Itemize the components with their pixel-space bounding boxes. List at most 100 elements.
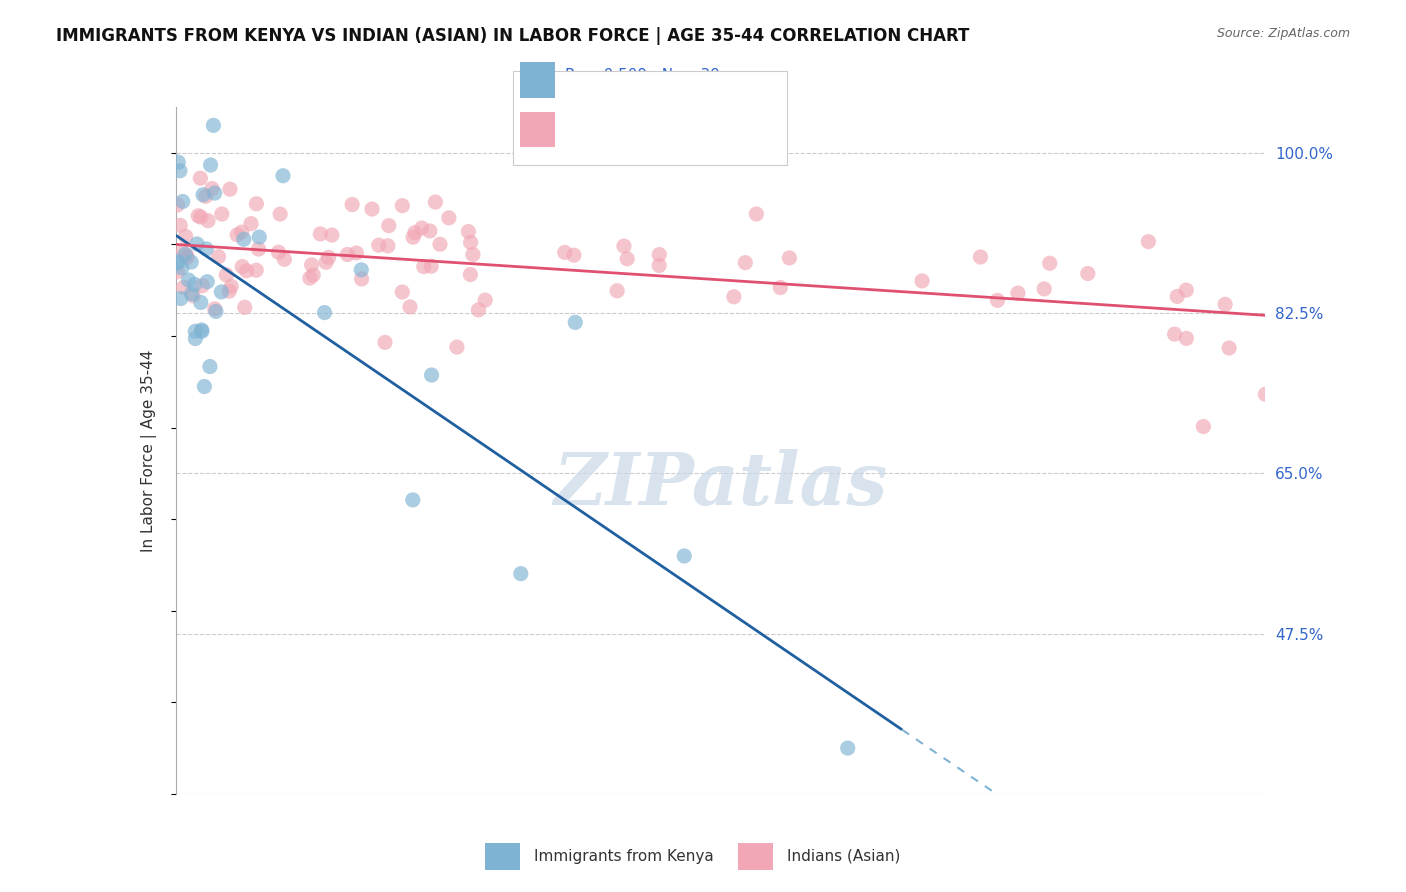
- Point: [1192, 419, 1215, 434]
- Point: [969, 250, 991, 264]
- Point: [1175, 283, 1198, 297]
- Point: [166, 256, 188, 270]
- Point: [564, 315, 586, 329]
- Point: [446, 340, 468, 354]
- Point: [183, 277, 205, 292]
- Point: [240, 217, 263, 231]
- Point: [198, 359, 221, 374]
- Point: [180, 286, 202, 301]
- Point: [194, 189, 217, 203]
- Point: [205, 304, 228, 318]
- Point: [404, 226, 426, 240]
- Text: ZIPatlas: ZIPatlas: [554, 450, 887, 520]
- Point: [190, 171, 212, 186]
- Point: [745, 207, 768, 221]
- Point: [174, 247, 197, 261]
- Point: [231, 260, 253, 274]
- Point: [734, 255, 756, 269]
- Point: [460, 268, 482, 282]
- Point: [378, 219, 401, 233]
- Point: [769, 280, 792, 294]
- Point: [184, 332, 207, 346]
- Point: [391, 285, 413, 299]
- Point: [233, 301, 256, 315]
- Point: [411, 221, 433, 235]
- Point: [273, 252, 295, 267]
- Point: [613, 239, 636, 253]
- Point: [219, 279, 242, 293]
- Point: [232, 232, 254, 246]
- Point: [181, 289, 204, 303]
- Point: [509, 566, 531, 581]
- Point: [1137, 235, 1160, 249]
- Point: [197, 213, 219, 227]
- Point: [402, 230, 425, 244]
- Point: [204, 186, 226, 200]
- Point: [723, 290, 745, 304]
- Point: [167, 155, 190, 169]
- Point: [245, 263, 267, 277]
- Point: [1166, 289, 1188, 303]
- Point: [166, 265, 188, 279]
- Point: [195, 275, 218, 289]
- Point: [778, 251, 800, 265]
- Point: [419, 224, 441, 238]
- Point: [200, 158, 222, 172]
- Point: [606, 284, 628, 298]
- Text: IMMIGRANTS FROM KENYA VS INDIAN (ASIAN) IN LABOR FORCE | AGE 35-44 CORRELATION C: IMMIGRANTS FROM KENYA VS INDIAN (ASIAN) …: [56, 27, 970, 45]
- Point: [195, 242, 218, 256]
- Point: [336, 247, 359, 261]
- Point: [191, 187, 214, 202]
- Point: [172, 245, 194, 260]
- Point: [202, 119, 225, 133]
- Point: [344, 246, 367, 260]
- Point: [190, 295, 212, 310]
- Point: [267, 245, 290, 260]
- Point: [1163, 327, 1185, 342]
- Point: [437, 211, 460, 225]
- Point: [460, 235, 482, 250]
- Point: [218, 284, 240, 298]
- Point: [648, 247, 671, 261]
- Point: [474, 293, 496, 307]
- Point: [420, 368, 443, 382]
- Point: [169, 163, 191, 178]
- Point: [429, 237, 451, 252]
- Point: [1218, 341, 1240, 355]
- Point: [235, 264, 257, 278]
- Point: [1175, 331, 1198, 345]
- Point: [245, 196, 267, 211]
- Point: [340, 197, 363, 211]
- Point: [1033, 282, 1056, 296]
- Point: [193, 379, 215, 393]
- Point: [190, 210, 212, 224]
- Point: [318, 251, 340, 265]
- Text: Source: ZipAtlas.com: Source: ZipAtlas.com: [1216, 27, 1350, 40]
- Point: [1254, 387, 1277, 401]
- Point: [219, 182, 242, 196]
- Point: [399, 300, 422, 314]
- Point: [986, 293, 1008, 308]
- Point: [172, 194, 194, 209]
- Point: [247, 230, 270, 244]
- Point: [361, 202, 384, 216]
- Text: R = -0.205   N = 110: R = -0.205 N = 110: [565, 122, 724, 136]
- Point: [321, 227, 343, 242]
- Point: [247, 242, 270, 256]
- Point: [176, 248, 198, 262]
- Point: [204, 301, 226, 316]
- Point: [673, 549, 696, 563]
- Point: [911, 274, 934, 288]
- Text: Indians (Asian): Indians (Asian): [787, 849, 901, 863]
- Point: [271, 169, 294, 183]
- Point: [186, 237, 208, 252]
- Point: [837, 741, 859, 756]
- Text: Immigrants from Kenya: Immigrants from Kenya: [534, 849, 714, 863]
- Point: [231, 225, 253, 239]
- Point: [461, 247, 484, 261]
- Point: [176, 251, 198, 265]
- Text: R = -0.509   N =  39: R = -0.509 N = 39: [565, 69, 720, 83]
- Point: [648, 259, 671, 273]
- Point: [315, 255, 337, 269]
- Point: [301, 258, 323, 272]
